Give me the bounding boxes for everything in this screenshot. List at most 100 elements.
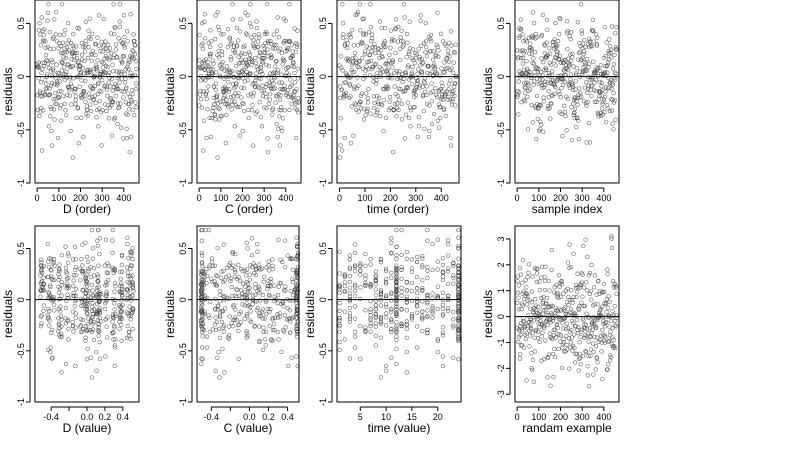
y-tick-label: 0.5 bbox=[496, 17, 506, 30]
data-point bbox=[110, 330, 115, 335]
data-point bbox=[88, 319, 94, 324]
data-point bbox=[57, 32, 63, 38]
data-point bbox=[521, 345, 527, 350]
data-point bbox=[228, 278, 233, 284]
data-point bbox=[372, 100, 377, 106]
data-point bbox=[95, 278, 100, 284]
data-point bbox=[349, 104, 354, 109]
data-point bbox=[440, 363, 446, 369]
data-point bbox=[48, 285, 53, 290]
data-point bbox=[550, 351, 556, 357]
data-point bbox=[559, 282, 564, 287]
data-point bbox=[584, 68, 590, 73]
data-point bbox=[519, 343, 524, 348]
data-point bbox=[456, 303, 461, 309]
data-point bbox=[456, 334, 461, 339]
data-point bbox=[282, 238, 288, 243]
data-point bbox=[603, 335, 608, 340]
data-point bbox=[582, 85, 588, 90]
data-point bbox=[108, 55, 113, 60]
data-point bbox=[95, 35, 100, 40]
data-point bbox=[84, 254, 90, 260]
data-point bbox=[89, 375, 95, 380]
data-point bbox=[522, 323, 528, 328]
data-point bbox=[565, 30, 570, 36]
data-point bbox=[225, 101, 230, 107]
data-point bbox=[238, 16, 243, 22]
data-point bbox=[88, 108, 94, 114]
data-point bbox=[428, 49, 433, 54]
data-point bbox=[383, 293, 389, 298]
data-point bbox=[117, 24, 123, 29]
data-point bbox=[64, 276, 70, 282]
data-point bbox=[347, 75, 352, 80]
data-point bbox=[529, 289, 535, 294]
data-point bbox=[237, 133, 243, 138]
data-point bbox=[366, 59, 371, 65]
data-point bbox=[246, 50, 252, 55]
y-tick-label: -1 bbox=[496, 338, 506, 346]
data-point bbox=[286, 46, 291, 51]
data-point bbox=[337, 301, 342, 306]
data-point bbox=[451, 317, 456, 322]
data-point bbox=[603, 320, 608, 325]
data-point bbox=[213, 368, 218, 373]
data-point bbox=[121, 54, 127, 59]
data-point bbox=[560, 345, 565, 350]
data-point bbox=[45, 10, 51, 15]
data-point bbox=[230, 293, 235, 299]
data-point bbox=[383, 62, 388, 67]
data-point bbox=[576, 368, 581, 373]
data-point bbox=[128, 134, 134, 140]
data-point bbox=[342, 280, 347, 285]
data-point bbox=[295, 42, 300, 47]
data-point bbox=[81, 287, 86, 292]
data-point bbox=[51, 46, 56, 51]
data-point bbox=[363, 251, 368, 257]
data-point bbox=[73, 273, 78, 278]
data-point bbox=[453, 103, 458, 108]
data-point bbox=[365, 106, 370, 112]
data-point bbox=[225, 102, 230, 107]
data-point bbox=[352, 242, 358, 247]
data-point bbox=[531, 379, 537, 384]
y-tick-label: -1 bbox=[178, 179, 188, 187]
data-point bbox=[373, 298, 378, 303]
data-point bbox=[447, 40, 452, 45]
data-point bbox=[361, 16, 366, 21]
data-point bbox=[255, 249, 260, 254]
data-point bbox=[75, 106, 81, 111]
data-point bbox=[84, 284, 90, 289]
data-point bbox=[542, 51, 547, 56]
data-point bbox=[59, 2, 65, 7]
x-tick-label: 0.4 bbox=[117, 412, 130, 422]
data-point bbox=[352, 69, 357, 75]
data-point bbox=[368, 318, 373, 323]
data-point bbox=[91, 307, 97, 312]
y-tick-label: -1 bbox=[178, 398, 188, 406]
data-point bbox=[110, 314, 116, 319]
data-point bbox=[72, 89, 77, 94]
data-point bbox=[451, 355, 456, 360]
data-point bbox=[519, 306, 524, 312]
data-point bbox=[519, 71, 525, 77]
data-point bbox=[244, 329, 249, 334]
data-point bbox=[62, 49, 68, 55]
data-point bbox=[383, 266, 389, 272]
data-point bbox=[103, 354, 108, 359]
data-point bbox=[526, 35, 532, 41]
data-point bbox=[47, 309, 52, 314]
data-point bbox=[433, 92, 439, 97]
data-point bbox=[537, 309, 543, 314]
data-point bbox=[106, 103, 111, 108]
data-point bbox=[389, 307, 394, 312]
data-point bbox=[451, 273, 456, 278]
data-point bbox=[384, 69, 389, 74]
data-point bbox=[235, 287, 240, 292]
x-tick-label: 200 bbox=[383, 193, 398, 203]
data-point bbox=[589, 297, 594, 302]
data-point bbox=[440, 325, 446, 330]
data-point bbox=[268, 306, 273, 312]
data-point bbox=[438, 105, 443, 110]
data-point bbox=[435, 338, 440, 344]
